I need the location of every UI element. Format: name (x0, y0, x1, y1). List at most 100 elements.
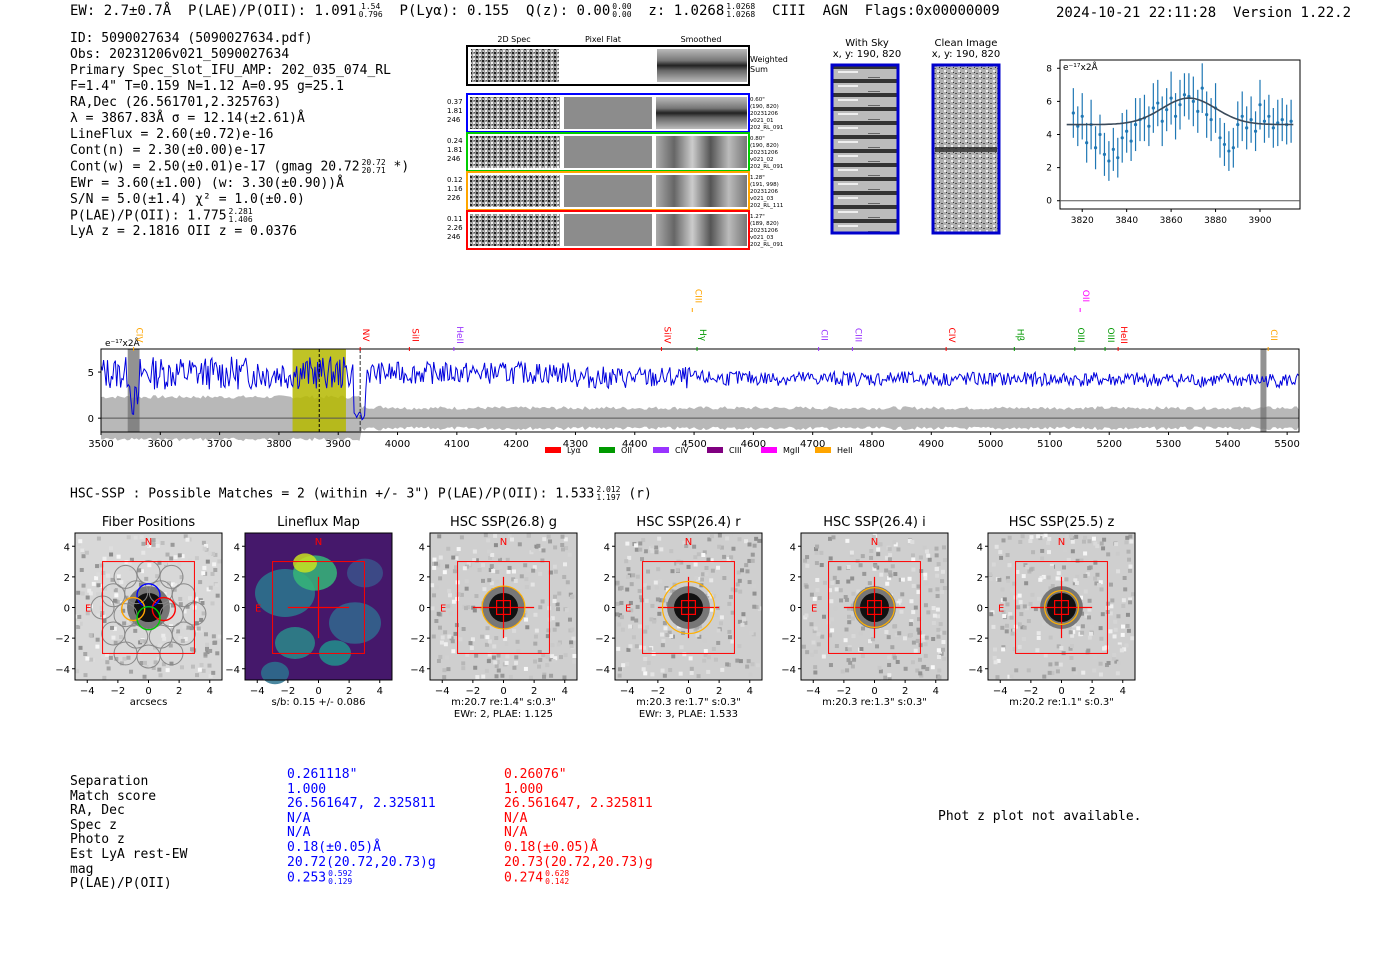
panel-ytick-label: 0 (64, 604, 70, 615)
pixel-noise (926, 610, 931, 615)
pixel-noise (1025, 565, 1030, 570)
pixel-noise (988, 576, 993, 581)
pixel-noise (488, 567, 493, 572)
pixel-noise (474, 558, 479, 563)
pixel-noise (201, 668, 206, 673)
panel-title: HSC SSP(26.4) i (823, 515, 925, 530)
pixel-noise (843, 595, 848, 600)
pixel-noise (484, 642, 489, 647)
pixel-noise (480, 563, 485, 568)
zoom-data-point (1147, 124, 1151, 128)
pixel-noise (657, 611, 662, 616)
pixel-noise (537, 664, 542, 669)
pixel-noise (917, 617, 922, 622)
pixel-noise (534, 628, 539, 633)
zoom-data-point (1182, 93, 1187, 97)
pixel-noise (553, 656, 558, 661)
m1-radec: 26.561647, 2.325811 (287, 796, 436, 812)
pixel-noise (472, 558, 477, 563)
pixel-noise (626, 647, 631, 652)
pixel-noise (96, 583, 101, 588)
cutout-row-meta: v021_03 (750, 235, 774, 241)
catalog-marker (1054, 600, 1069, 615)
panel-xtick-label: 2 (531, 686, 537, 697)
panel-xtick-label: −2 (281, 686, 296, 697)
pixel-noise (1073, 578, 1078, 583)
pixel-noise (693, 627, 698, 632)
east-label: E (255, 604, 261, 615)
zoom-data-point (1187, 94, 1191, 99)
pixel-noise (194, 596, 199, 601)
pixel-noise (491, 655, 496, 660)
info-ewr: EWr = 3.60(±1.00) (w: 3.30(±0.90))Å (70, 175, 344, 191)
pixel-noise (113, 640, 118, 645)
pixel-noise (158, 673, 163, 678)
pixel-noise (1119, 648, 1124, 653)
pixel-noise (669, 634, 674, 639)
pixel-noise (436, 611, 441, 616)
pixel-noise (117, 640, 122, 645)
pixel-noise (629, 582, 634, 587)
pixel-noise (860, 653, 865, 658)
pixel-noise (1009, 674, 1014, 679)
m2-ew: 0.18(±0.05)Å (504, 839, 598, 855)
pixel-noise (431, 634, 436, 639)
pixel-noise (663, 626, 668, 631)
pixel-noise (1125, 612, 1130, 617)
fiber-circle (171, 621, 196, 646)
pixel-noise (908, 622, 913, 627)
pixel-noise (726, 557, 731, 562)
pixel-noise (756, 663, 761, 668)
pixel-noise (656, 567, 661, 572)
pixel-noise (451, 555, 456, 560)
pixel-noise (1116, 614, 1121, 619)
pixel-noise (999, 555, 1004, 560)
pixel-noise (464, 564, 469, 569)
pixel-noise (915, 668, 920, 673)
pixel-noise (1050, 584, 1055, 589)
pixel-noise (646, 569, 651, 574)
spectrum-xtick-label: 3500 (88, 439, 113, 450)
panel-ytick-label: 2 (419, 573, 425, 584)
pixel-noise (84, 550, 89, 555)
pixel-noise (1042, 674, 1047, 679)
pixel-noise (431, 561, 436, 566)
pixel-noise (442, 675, 447, 680)
panel-ytick-label: 2 (64, 573, 70, 584)
pixel-noise (695, 625, 700, 630)
pixel-noise (167, 595, 172, 600)
pixel-noise (112, 598, 117, 603)
pixel-noise (96, 572, 101, 577)
panel-caption: m:20.7 re:1.4" s:0.3" (451, 697, 556, 708)
panel-xtick-label: −4 (620, 686, 635, 697)
pixel-noise (145, 542, 150, 547)
pixel-noise (749, 631, 754, 636)
pixel-noise (507, 533, 512, 538)
pixel-noise (850, 603, 855, 608)
zoom-data-point (1289, 119, 1293, 123)
pixel-noise (718, 621, 723, 626)
pixel-noise (1010, 631, 1015, 636)
pixel-noise (119, 580, 124, 585)
pixel-noise (887, 576, 892, 581)
pixel-noise (101, 570, 106, 575)
pixel-noise (837, 566, 842, 571)
pixel-noise (434, 585, 439, 590)
pixel-noise (693, 562, 698, 567)
pixel-noise (815, 588, 820, 593)
pixel-noise (163, 561, 168, 566)
pixel-noise (727, 629, 732, 634)
cutout-row-stat: 1.81 (447, 107, 463, 115)
pixel-noise (737, 644, 742, 649)
pixel-noise (716, 606, 721, 611)
pixel-noise (747, 558, 752, 563)
pixel-noise (176, 629, 181, 634)
catalog-marker (867, 600, 882, 615)
pixel-noise (1075, 574, 1080, 579)
pixel-noise (911, 567, 916, 572)
pixel-noise (924, 635, 929, 640)
pixel-noise (126, 618, 131, 623)
pixel-noise (1017, 622, 1022, 627)
pixel-noise (1128, 564, 1133, 569)
